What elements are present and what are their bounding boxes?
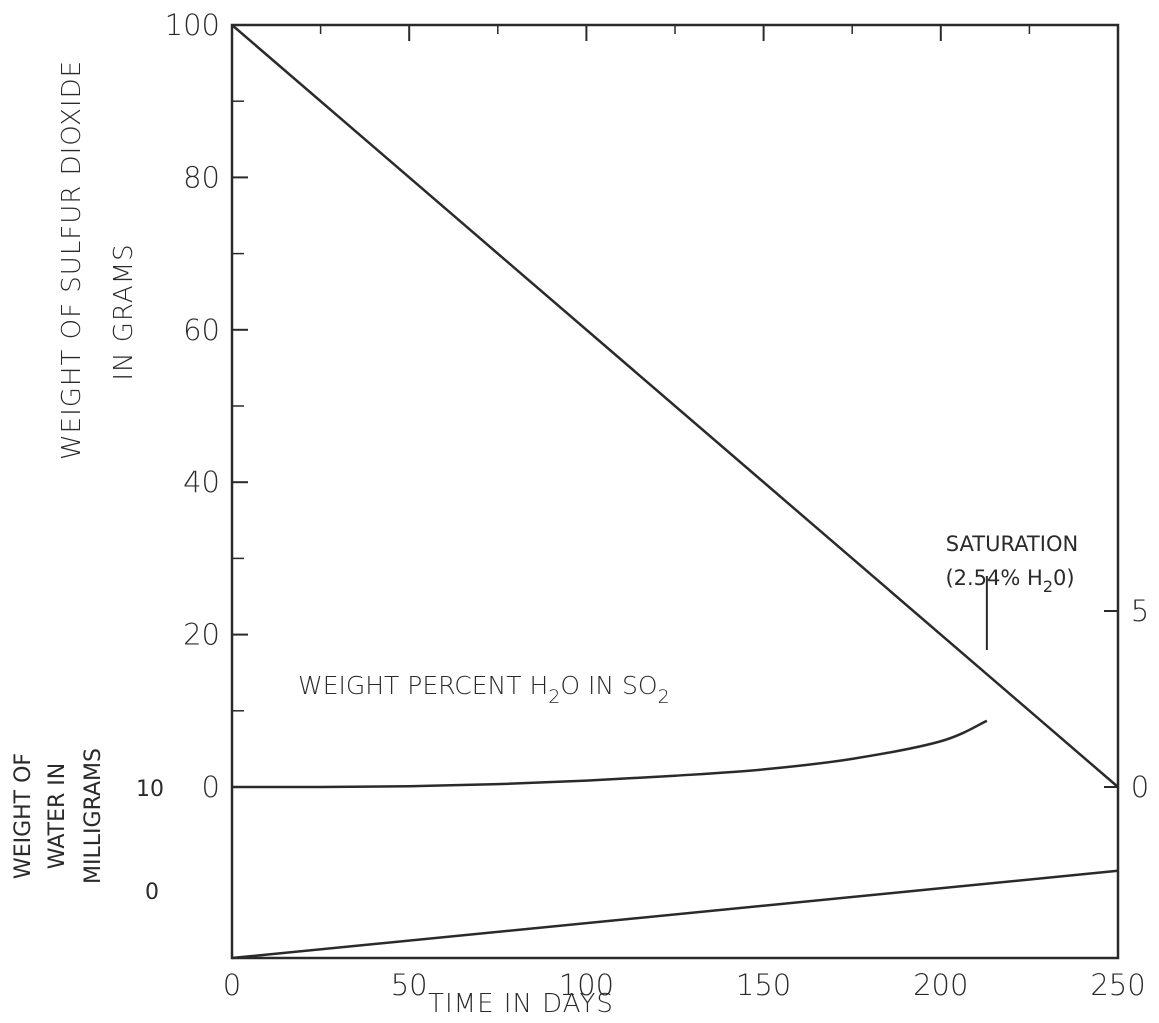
series-group — [231, 24, 1119, 960]
right-y-tick-label: 0 — [1131, 770, 1149, 804]
upper-y-tick-label: 0 — [202, 770, 220, 804]
lower-y-axis-title-line1: WEIGHT OF — [11, 753, 36, 879]
water-weight-line — [231, 869, 1119, 960]
x-tick-label: 50 — [391, 968, 428, 1002]
x-tick-label: 200 — [913, 968, 968, 1002]
upper-y-tick-label: 80 — [183, 160, 220, 194]
upper-y-axis-ticks: 0 20 40 60 80 100 — [165, 8, 248, 804]
water-percent-curve-label: WEIGHT PERCENT H2O IN SO2 — [298, 671, 670, 708]
saturation-value-label: (2.54% H20) — [945, 566, 1074, 596]
x-tick-label: 150 — [736, 968, 791, 1002]
lower-y-axis-title-line3: MILLIGRAMS — [81, 748, 106, 884]
lower-y-axis-ticks: 0 10 — [136, 777, 164, 905]
plot-border — [230, 23, 1120, 960]
x-axis-title: TIME IN DAYS — [428, 989, 614, 1019]
upper-y-tick-label: 100 — [165, 8, 220, 42]
lower-y-tick-label: 0 — [145, 880, 159, 905]
water-percent-curve — [231, 719, 988, 789]
upper-y-tick-label: 60 — [183, 313, 220, 347]
x-tick-label: 0 — [223, 968, 241, 1002]
x-tick-label: 100 — [559, 968, 614, 1002]
annotation-group: WEIGHT PERCENT H2O IN SO2 SATURATION (2.54… — [298, 532, 1078, 708]
lower-y-tick-label: 10 — [136, 777, 164, 802]
right-y-axis-ticks: 05 — [1104, 594, 1149, 804]
upper-y-tick-label: 20 — [183, 618, 220, 652]
upper-y-axis-title-line1: WEIGHT OF SULFUR DIOXIDE — [57, 60, 87, 460]
x-tick-label: 250 — [1090, 968, 1145, 1002]
upper-y-axis-title-line2: IN GRAMS — [109, 243, 139, 380]
plot-frame — [230, 23, 1120, 960]
so2-weight-line — [231, 24, 1119, 788]
upper-y-tick-label: 40 — [183, 465, 220, 499]
saturation-label: SATURATION — [946, 532, 1078, 556]
lower-y-axis-title-line2: WATER IN — [45, 763, 70, 869]
x-axis-ticks: 0 50 100 150 200 250 — [223, 25, 1146, 1002]
right-y-tick-label: 5 — [1131, 594, 1149, 628]
